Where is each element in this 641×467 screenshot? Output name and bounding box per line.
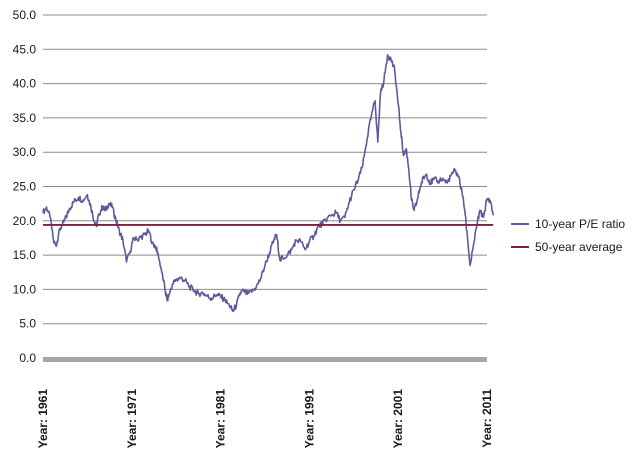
series-pe-ratio-line — [42, 53, 495, 313]
y-tick-label: 50.0 — [13, 8, 37, 22]
x-tick-label: Year: 2011 — [480, 389, 494, 448]
legend-label: 50-year average — [535, 240, 623, 254]
x-tick-label: Year: 1981 — [214, 389, 228, 449]
y-tick-label: 10.0 — [13, 282, 37, 296]
x-tick-label: Year: 1961 — [36, 389, 50, 449]
y-tick-label: 40.0 — [13, 77, 37, 91]
series-layer — [42, 53, 495, 313]
gridlines — [43, 14, 487, 325]
y-tick-label: 45.0 — [13, 42, 37, 56]
x-tick-label: Year: 2001 — [391, 389, 405, 449]
x-tick-label: Year: 1991 — [302, 389, 316, 449]
y-tick-label: 0.0 — [19, 351, 36, 365]
legend-label: 10-year P/E ratio — [535, 217, 625, 231]
y-tick-label: 15.0 — [13, 248, 37, 262]
y-tick-label: 25.0 — [13, 180, 37, 194]
x-axis-baseline — [43, 357, 487, 362]
y-tick-label: 20.0 — [13, 214, 37, 228]
y-tick-label: 30.0 — [13, 145, 37, 159]
y-tick-label: 35.0 — [13, 111, 37, 125]
x-axis: Year: 1961 Year: 1971 Year: 1981 Year: 1991… — [36, 357, 494, 448]
x-tick-label: Year: 1971 — [125, 389, 139, 449]
legend: 10-year P/E ratio 50-year average — [511, 217, 625, 254]
y-axis: 0.0 5.0 10.0 15.0 20.0 25.0 30.0 35.0 40.0 45.0 50… — [13, 8, 37, 365]
y-tick-label: 5.0 — [19, 317, 36, 331]
